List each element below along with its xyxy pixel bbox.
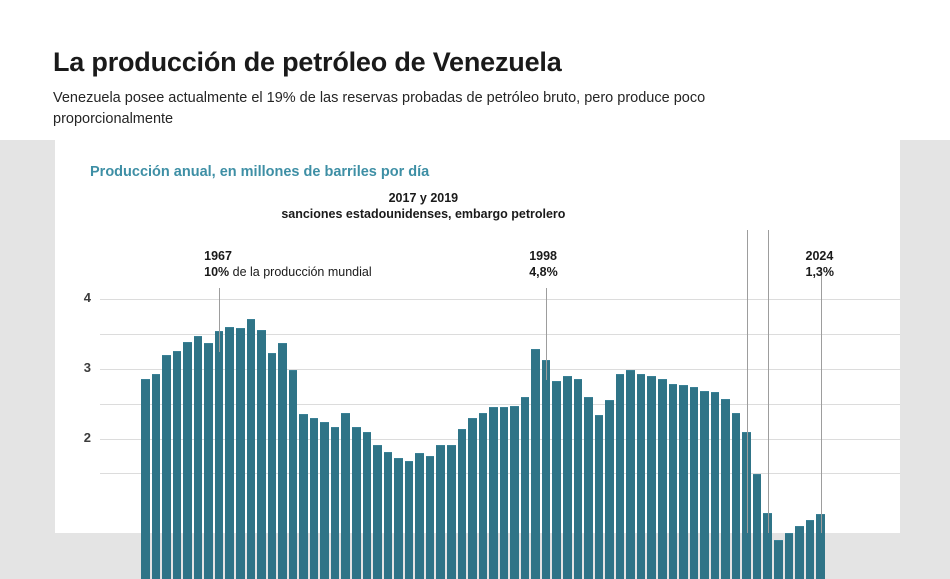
- annotation-year: 2024: [805, 249, 834, 263]
- bar: [320, 421, 329, 579]
- bar: [774, 539, 783, 579]
- gridline-4: [100, 299, 900, 300]
- chart-subtitle: Producción anual, en millones de barrile…: [90, 164, 430, 180]
- bar: [626, 370, 635, 579]
- bar: [647, 375, 656, 579]
- page-title: La producción de petróleo de Venezuela: [53, 47, 562, 77]
- bar: [341, 413, 351, 579]
- bar: [404, 460, 414, 579]
- bar: [299, 414, 308, 579]
- bar: [235, 327, 245, 579]
- bar: [352, 426, 361, 579]
- annotation-year: 2017 y 2019: [388, 191, 459, 205]
- annotation-marker-line: [747, 230, 748, 533]
- chart-panel: Producción anual, en millones de barrile…: [55, 140, 900, 579]
- bar: [679, 385, 688, 579]
- bar: [594, 415, 604, 579]
- bar: [668, 384, 678, 579]
- annotation-2024: 2024 1,3%: [806, 248, 835, 280]
- gridline-3-5: [100, 333, 900, 335]
- bar: [636, 373, 646, 579]
- bar: [721, 398, 730, 579]
- bar: [468, 417, 477, 579]
- y-axis-tick-3: 3: [83, 359, 91, 375]
- bar: [510, 405, 519, 579]
- annotation-marker-line: [219, 288, 220, 352]
- bar: [415, 453, 424, 579]
- bar: [795, 525, 804, 579]
- bar: [383, 452, 393, 579]
- bar: [700, 391, 709, 579]
- bar: [657, 379, 667, 579]
- annotation-1998: 1998 4,8%: [529, 248, 558, 280]
- bar: [151, 374, 161, 579]
- bar: [267, 353, 277, 579]
- bar: [362, 431, 372, 579]
- bar-chart-plot-area: 2 3 4 1967 10% de la producción mundial 1998 4…: [55, 140, 900, 579]
- bar: [710, 391, 720, 579]
- bar: [489, 407, 498, 579]
- gridline-3: [100, 368, 900, 370]
- annotation-year: 1967: [204, 249, 232, 263]
- annotation-1967: 1967 10% de la producción mundial: [204, 248, 371, 280]
- gridline-2-5: [100, 403, 900, 405]
- annotation-value: 1,3%: [805, 265, 835, 279]
- bar: [394, 458, 403, 579]
- bar: [193, 335, 203, 579]
- bar: [731, 412, 741, 579]
- bar: [563, 375, 572, 579]
- bar: [330, 426, 340, 579]
- annotation-year: 1998: [529, 249, 557, 263]
- page-subtitle: Venezuela posee actualmente el 19% de la…: [53, 90, 706, 127]
- bar: [457, 428, 467, 579]
- bar: [552, 380, 562, 579]
- bar: [478, 412, 488, 579]
- y-axis-tick-2: 2: [83, 429, 91, 445]
- annotation-marker-line: [768, 230, 769, 533]
- bar: [246, 319, 256, 579]
- bar: [204, 342, 213, 579]
- bar: [162, 354, 171, 579]
- bar: [689, 386, 699, 579]
- bar: [784, 532, 794, 579]
- bar: [214, 331, 224, 579]
- bar: [805, 520, 815, 579]
- bar: [446, 444, 456, 579]
- bar: [436, 445, 445, 579]
- bar: [288, 370, 298, 579]
- bar: [615, 373, 625, 579]
- y-axis-tick-4: 4: [83, 290, 91, 305]
- annotation-marker-line: [546, 288, 547, 380]
- annotation-text: de la producción mundial: [229, 265, 372, 279]
- bar: [520, 396, 530, 579]
- bar: [172, 351, 182, 579]
- bar: [531, 349, 540, 579]
- bar: [742, 431, 751, 579]
- annotation-value: 4,8%: [529, 265, 558, 279]
- annotation-2017-2019: 2017 y 2019 sanciones estadounidenses, em…: [55, 190, 792, 222]
- bar: [584, 396, 593, 579]
- annotation-marker-line: [821, 268, 822, 533]
- annotation-text: sanciones estadounidenses, embargo petro…: [281, 207, 566, 221]
- bar: [141, 379, 150, 579]
- bar: [541, 360, 551, 579]
- bar: [605, 400, 614, 579]
- bar: [373, 445, 382, 579]
- bar: [278, 342, 287, 579]
- bar: [183, 341, 192, 579]
- bar: [499, 407, 509, 579]
- bar: [425, 455, 435, 579]
- annotation-value: 10%: [204, 265, 230, 279]
- header-band: La producción de petróleo de Venezuela V…: [0, 0, 950, 140]
- bar: [225, 326, 234, 579]
- bar: [309, 417, 319, 579]
- bar: [573, 378, 583, 579]
- bar: [752, 474, 762, 579]
- bar: [257, 330, 266, 579]
